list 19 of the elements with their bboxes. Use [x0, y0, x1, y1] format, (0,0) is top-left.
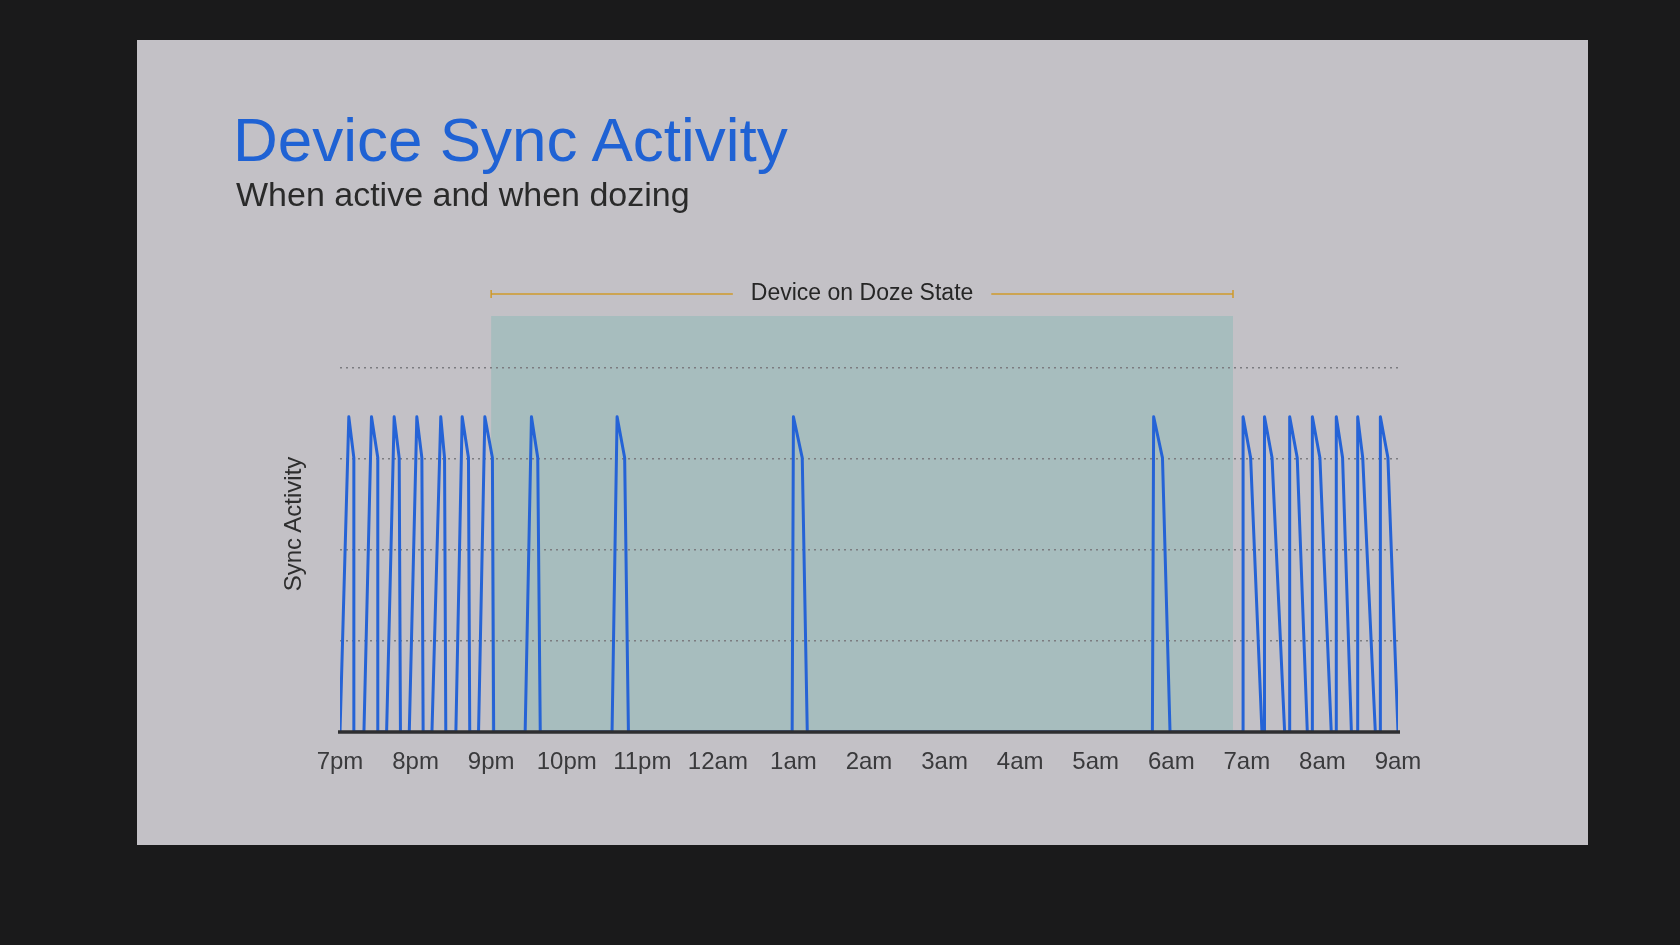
x-tick-label: 6am	[1147, 747, 1195, 775]
y-axis-title: Sync Activity	[279, 456, 307, 592]
x-tick-label: 10pm	[536, 747, 597, 775]
x-tick-label: 2am	[845, 747, 893, 775]
x-tick-label: 7pm	[316, 747, 364, 775]
x-tick-label: 9am	[1374, 747, 1422, 775]
x-tick-label: 8pm	[392, 747, 439, 775]
x-tick-label: 3am	[921, 747, 968, 775]
x-tick-label: 5am	[1072, 747, 1120, 775]
chart-title: Device Sync Activity	[233, 105, 788, 174]
x-tick-label: 4am	[996, 747, 1044, 775]
x-tick-label: 12am	[687, 747, 748, 775]
x-tick-label: 8am	[1299, 747, 1346, 775]
band-label: Device on Doze State	[750, 279, 974, 306]
x-tick-label: 7am	[1223, 747, 1271, 775]
x-tick-label: 1am	[770, 747, 817, 775]
x-tick-label: 9pm	[467, 747, 515, 775]
chart-subtitle: When active and when dozing	[236, 175, 690, 213]
x-tick-label: 11pm	[613, 747, 672, 775]
